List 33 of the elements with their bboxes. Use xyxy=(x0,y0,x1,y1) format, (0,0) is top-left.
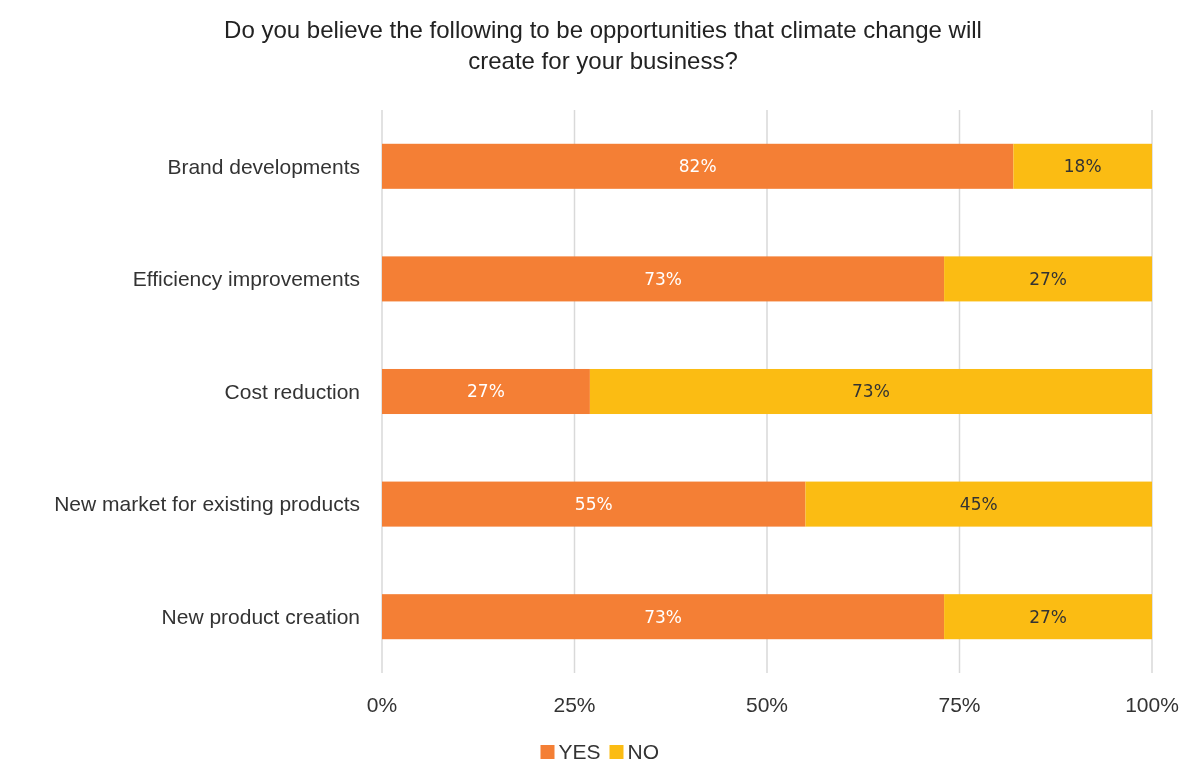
data-label: 55% xyxy=(574,494,613,515)
bar xyxy=(382,368,590,415)
y-tick-label: Efficiency improvements xyxy=(132,267,360,291)
bar xyxy=(382,143,1014,189)
x-tick-label: 25% xyxy=(553,693,596,716)
data-label: 45% xyxy=(959,494,998,515)
chart-title: Do you believe the following to be opportunities that climate change will create for your business? xyxy=(224,16,982,74)
data-label: 27% xyxy=(1029,268,1067,289)
y-tick-label: Brand developments xyxy=(167,154,360,178)
data-label: 73% xyxy=(644,606,682,627)
data-label: 27% xyxy=(467,381,505,402)
y-tick-label: New product creation xyxy=(161,605,360,629)
bar xyxy=(382,256,945,302)
data-label: 27% xyxy=(1029,606,1067,627)
x-tick-label: 50% xyxy=(745,693,789,716)
y-tick-label: Cost reduction xyxy=(224,379,360,403)
data-label: 73% xyxy=(852,381,890,402)
legend-label: NO xyxy=(627,740,659,762)
data-label: 82% xyxy=(678,156,717,177)
bar xyxy=(1013,143,1152,189)
bar xyxy=(589,368,1152,415)
bar xyxy=(944,256,1152,302)
x-tick-label: 100% xyxy=(1125,693,1179,716)
bar xyxy=(805,481,1152,527)
x-tick-label: 75% xyxy=(938,693,981,716)
y-tick-label: New market for existing products xyxy=(54,492,360,516)
bar xyxy=(382,481,806,527)
bar xyxy=(944,594,1152,640)
data-label: 73% xyxy=(644,268,682,289)
data-label: 18% xyxy=(1063,156,1102,177)
bar xyxy=(382,594,945,640)
legend-label: YES xyxy=(558,740,601,762)
x-tick-label: 0% xyxy=(366,693,398,716)
